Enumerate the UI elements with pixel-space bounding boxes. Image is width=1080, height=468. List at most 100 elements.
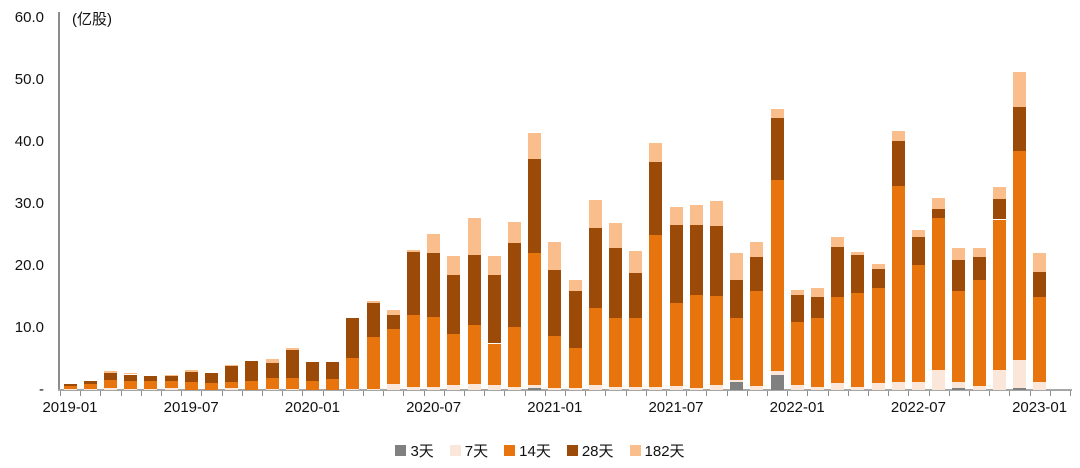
bar-segment-182天: [851, 251, 865, 255]
bar-segment-3天: [952, 387, 966, 390]
bar-2020-07: [427, 0, 441, 390]
x-tick-mark: [1009, 391, 1011, 396]
bar-segment-7天: [346, 388, 360, 390]
bar-segment-182天: [629, 250, 643, 273]
bar-2021-02: [568, 0, 582, 390]
bar-segment-7天: [629, 386, 643, 390]
bar-segment-14天: [447, 333, 461, 386]
bar-segment-14天: [831, 297, 845, 384]
bar-segment-7天: [972, 385, 986, 390]
bar-segment-182天: [952, 248, 966, 260]
bar-segment-182天: [124, 373, 138, 375]
bar-2023-01: [1033, 0, 1047, 390]
x-tick-mark: [847, 391, 849, 396]
bar-2022-06: [891, 0, 905, 390]
x-tick-mark: [605, 391, 607, 396]
x-tick-mark: [342, 391, 344, 396]
bar-2019-06: [164, 0, 178, 390]
bar-2019-11: [265, 0, 279, 390]
bar-segment-28天: [1033, 271, 1047, 297]
bar-segment-14天: [204, 382, 218, 390]
x-tick-mark: [423, 391, 425, 396]
bar-2020-02: [326, 0, 340, 390]
legend-label: 7天: [464, 443, 489, 460]
bar-2022-05: [871, 0, 885, 390]
bar-segment-7天: [689, 388, 703, 390]
bar-segment-182天: [366, 300, 380, 303]
x-tick-mark: [100, 391, 102, 396]
bar-segment-182天: [386, 310, 400, 315]
x-tick-mark: [504, 391, 506, 396]
bar-segment-182天: [932, 198, 946, 209]
bar-2021-06: [649, 0, 663, 390]
bar-2021-07: [669, 0, 683, 390]
bar-2022-11: [992, 0, 1006, 390]
bar-segment-14天: [305, 380, 319, 390]
bar-segment-182天: [225, 365, 239, 367]
x-tick-label: 2019-07: [163, 399, 219, 416]
bar-segment-7天: [285, 388, 299, 390]
bar-segment-14天: [285, 377, 299, 389]
y-axis-line: [58, 12, 60, 390]
legend-label: 14天: [519, 443, 551, 460]
bar-segment-7天: [588, 385, 602, 390]
bar-segment-182天: [588, 199, 602, 229]
bar-segment-7天: [1012, 360, 1026, 389]
x-tick-mark: [827, 391, 829, 396]
y-tick-label: 20.0: [14, 257, 44, 274]
bar-segment-7天: [1033, 381, 1047, 390]
bar-segment-28天: [709, 226, 723, 297]
bar-segment-182天: [568, 280, 582, 292]
bar-segment-14天: [366, 336, 380, 389]
bar-2020-12: [528, 0, 542, 390]
x-tick-mark: [1049, 391, 1051, 396]
bar-segment-28天: [366, 302, 380, 337]
bar-segment-28天: [588, 228, 602, 309]
bar-segment-14天: [992, 219, 1006, 371]
bar-segment-28天: [669, 225, 683, 303]
bar-segment-14天: [750, 291, 764, 387]
bar-segment-7天: [124, 388, 138, 390]
bar-segment-14天: [245, 380, 259, 390]
bar-segment-7天: [386, 384, 400, 390]
bar-2022-12: [1012, 0, 1026, 390]
x-tick-mark: [706, 391, 708, 396]
bar-segment-28天: [346, 318, 360, 358]
bar-2022-03: [831, 0, 845, 390]
bar-2022-07: [911, 0, 925, 390]
bar-2021-03: [588, 0, 602, 390]
bar-segment-14天: [588, 308, 602, 386]
bar-segment-14天: [629, 318, 643, 387]
bar-segment-28天: [548, 269, 562, 337]
bar-segment-14天: [790, 321, 804, 386]
bar-segment-7天: [750, 386, 764, 390]
x-tick-mark: [403, 391, 405, 396]
bar-segment-14天: [1012, 150, 1026, 361]
bar-segment-28天: [406, 251, 420, 315]
bar-segment-14天: [326, 378, 340, 390]
x-tick-label: 2022-07: [890, 399, 946, 416]
legend-item-2: 14天: [504, 440, 551, 461]
bar-segment-14天: [386, 329, 400, 385]
bar-segment-182天: [689, 205, 703, 226]
x-tick-label: 2020-01: [284, 399, 340, 416]
y-tick-label: -: [39, 381, 44, 398]
x-tick-label: 2023-01: [1012, 399, 1068, 416]
bar-segment-7天: [487, 385, 501, 390]
x-tick-mark: [484, 391, 486, 396]
bar-2021-11: [750, 0, 764, 390]
bar-segment-14天: [225, 381, 239, 388]
x-tick-mark: [888, 391, 890, 396]
bar-segment-14天: [669, 302, 683, 386]
bar-segment-182天: [608, 223, 622, 249]
x-tick-mark: [908, 391, 910, 396]
bar-segment-7天: [265, 388, 279, 390]
bar-segment-182天: [750, 241, 764, 257]
bar-segment-28天: [245, 361, 259, 381]
bar-2022-08: [932, 0, 946, 390]
x-tick-mark: [746, 391, 748, 396]
x-tick-mark: [383, 391, 385, 396]
bar-segment-7天: [103, 388, 117, 390]
x-tick-label: 2022-01: [769, 399, 825, 416]
